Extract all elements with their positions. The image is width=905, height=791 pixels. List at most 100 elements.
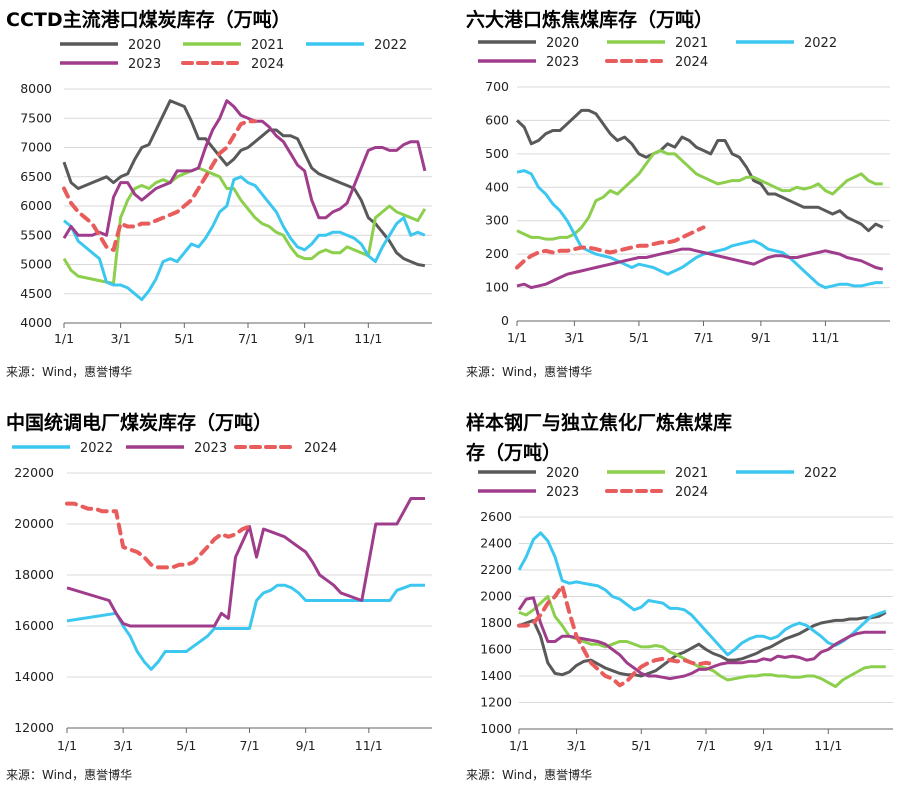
y-tick-label: 1000	[480, 721, 512, 736]
y-tick-label: 2600	[480, 509, 512, 524]
x-tick-label: 1/1	[54, 331, 74, 346]
y-tick-label: 16000	[14, 618, 54, 633]
x-tick-label: 1/1	[507, 330, 527, 345]
series-line-2024	[517, 583, 716, 688]
x-tick-label: 1/1	[57, 738, 77, 753]
series-line-2022	[66, 583, 425, 671]
y-tick-label: 14000	[14, 669, 54, 684]
y-tick-label: 18000	[14, 567, 54, 582]
y-tick-label: 400	[485, 179, 509, 194]
y-tick-label: 700	[485, 79, 509, 94]
x-tick-label: 9/1	[753, 738, 773, 753]
y-tick-label: 600	[485, 112, 509, 127]
chart-source: 来源：Wind，惠誉博华	[6, 364, 132, 379]
chart-title: 中国统调电厂煤炭库存（万吨）	[6, 411, 272, 434]
y-tick-label: 7500	[20, 110, 52, 125]
series-line-2023	[66, 497, 425, 628]
x-tick-label: 9/1	[295, 331, 315, 346]
x-tick-label: 7/1	[696, 738, 716, 753]
legend-label: 2022	[804, 36, 837, 51]
chart-source: 来源：Wind，惠誉博华	[466, 767, 592, 782]
y-tick-label: 2400	[480, 536, 512, 551]
legend-label: 2024	[251, 57, 284, 72]
y-tick-label: 0	[501, 313, 509, 328]
series-line-2021	[518, 595, 886, 689]
x-tick-label: 5/1	[629, 330, 649, 345]
series-line-2024	[65, 501, 252, 570]
legend-label: 2023	[194, 441, 227, 456]
legend-item-2023: 2023	[478, 485, 579, 500]
y-tick-label: 6000	[20, 198, 52, 213]
legend-label: 2021	[675, 466, 708, 481]
chart-panel-4: 样本钢厂与独立焦化厂炼焦煤库存（万吨） 2020 2021 2022 2023 2024 1…	[466, 411, 893, 782]
y-tick-label: 1800	[480, 615, 512, 630]
y-tick-label: 300	[485, 213, 509, 228]
y-tick-label: 7000	[20, 140, 52, 155]
x-tick-label: 9/1	[751, 330, 771, 345]
x-tick-label: 11/1	[811, 330, 839, 345]
legend-label: 2024	[675, 55, 708, 70]
legend-label: 2022	[80, 441, 113, 456]
legend-item-2024: 2024	[605, 485, 708, 500]
y-tick-label: 500	[485, 146, 509, 161]
legend-label: 2022	[804, 466, 837, 481]
series-line-2022	[63, 175, 426, 302]
y-tick-label: 4500	[20, 286, 52, 301]
chart-title: CCTD主流港口煤炭库存（万吨）	[6, 8, 291, 31]
x-tick-label: 1/1	[509, 738, 529, 753]
x-tick-label: 11/1	[355, 738, 383, 753]
legend-label: 2021	[675, 36, 708, 51]
y-tick-label: 1400	[480, 668, 512, 683]
y-tick-label: 22000	[14, 465, 54, 480]
x-tick-label: 7/1	[239, 738, 259, 753]
y-tick-label: 200	[485, 246, 509, 261]
legend-item-2020: 2020	[478, 466, 579, 481]
chart-title: 样本钢厂与独立焦化厂炼焦煤库存（万吨）	[466, 411, 732, 464]
chart-source: 来源：Wind，惠誉博华	[466, 364, 592, 379]
y-tick-label: 12000	[14, 720, 54, 735]
y-tick-label: 1200	[480, 695, 512, 710]
legend-item-2022: 2022	[736, 466, 837, 481]
x-tick-label: 9/1	[296, 738, 316, 753]
x-tick-label: 11/1	[814, 738, 842, 753]
legend-item-2021: 2021	[607, 466, 708, 481]
x-tick-label: 3/1	[566, 738, 586, 753]
series-line-2020	[515, 108, 884, 233]
y-tick-label: 5500	[20, 227, 52, 242]
series-line-2024	[62, 119, 258, 252]
chart-panel-3: 中国统调电厂煤炭库存（万吨） 2022 2023 2024 12000 14000 1600…	[6, 411, 432, 782]
y-tick-label: 5000	[20, 257, 52, 272]
x-tick-label: 3/1	[564, 330, 584, 345]
series-line-2020	[518, 611, 887, 678]
chart-title: 六大港口炼焦煤库存（万吨）	[466, 8, 713, 31]
y-tick-label: 8000	[20, 81, 52, 96]
x-tick-label: 5/1	[631, 738, 651, 753]
legend-item-2024: 2024	[234, 441, 337, 456]
legend-label: 2022	[374, 38, 407, 53]
x-tick-label: 5/1	[176, 738, 196, 753]
x-tick-label: 5/1	[174, 331, 194, 346]
chart-source: 来源：Wind，惠誉博华	[6, 767, 132, 782]
legend-label: 2023	[546, 485, 579, 500]
legend-item-2022: 2022	[12, 441, 113, 456]
series-line-2022	[516, 169, 883, 290]
x-tick-label: 3/1	[111, 331, 131, 346]
series-line-2023	[516, 247, 884, 290]
legend-label: 2023	[546, 55, 579, 70]
series-line-2023	[517, 596, 886, 681]
legend-label: 2024	[304, 441, 337, 456]
legend-item-2023: 2023	[60, 57, 161, 72]
legend-item-2022: 2022	[306, 38, 407, 53]
series-line-2021	[516, 149, 883, 241]
legend-item-2020: 2020	[478, 36, 579, 51]
legend-item-2023: 2023	[126, 441, 227, 456]
legend-item-2022: 2022	[736, 36, 837, 51]
legend-label: 2020	[546, 36, 579, 51]
legend-label: 2024	[675, 485, 708, 500]
y-tick-label: 20000	[14, 516, 54, 531]
y-tick-label: 4000	[20, 315, 52, 330]
x-tick-label: 11/1	[354, 331, 382, 346]
legend-item-2023: 2023	[478, 55, 579, 70]
legend-label: 2023	[128, 57, 161, 72]
